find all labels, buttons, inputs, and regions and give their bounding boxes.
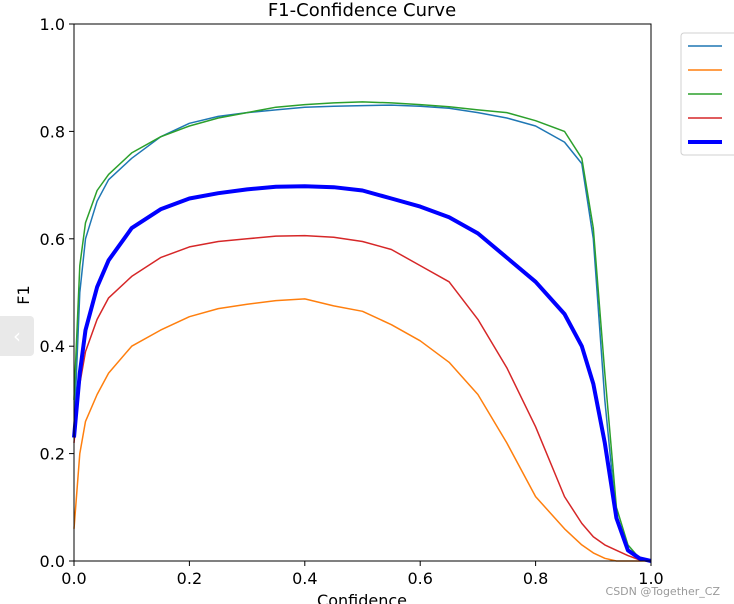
x-tick-label: 0.2 xyxy=(177,569,202,588)
x-tick-label: 0.8 xyxy=(523,569,548,588)
series-line-4 xyxy=(73,234,652,562)
legend xyxy=(680,32,734,156)
series-line-1 xyxy=(73,104,652,562)
series-line-2 xyxy=(73,298,651,562)
y-tick-label: 0.2 xyxy=(40,445,65,464)
watermark: CSDN @Together_CZ xyxy=(605,585,720,598)
x-tick-label: 0.6 xyxy=(407,569,432,588)
y-tick-label: 0.0 xyxy=(40,552,65,571)
y-tick-label: 0.4 xyxy=(40,337,65,356)
x-tick-label: 1.0 xyxy=(638,569,663,588)
plot-frame xyxy=(73,23,652,562)
y-tick-label: 1.0 xyxy=(40,15,65,34)
x-tick-label: 0.0 xyxy=(61,569,86,588)
chevron-left-icon: ‹ xyxy=(13,324,21,348)
y-tick-label: 0.6 xyxy=(40,230,65,249)
series-line-5 xyxy=(72,184,652,563)
chart-title: F1-Confidence Curve xyxy=(268,0,456,21)
series-line-3 xyxy=(73,101,652,562)
x-axis-label: Confidence xyxy=(317,591,407,604)
collapse-sidebar-button[interactable]: ‹ xyxy=(0,316,34,356)
y-tick-label: 0.8 xyxy=(40,122,65,141)
x-tick-label: 0.4 xyxy=(292,569,317,588)
y-axis-label: F1 xyxy=(14,285,33,304)
